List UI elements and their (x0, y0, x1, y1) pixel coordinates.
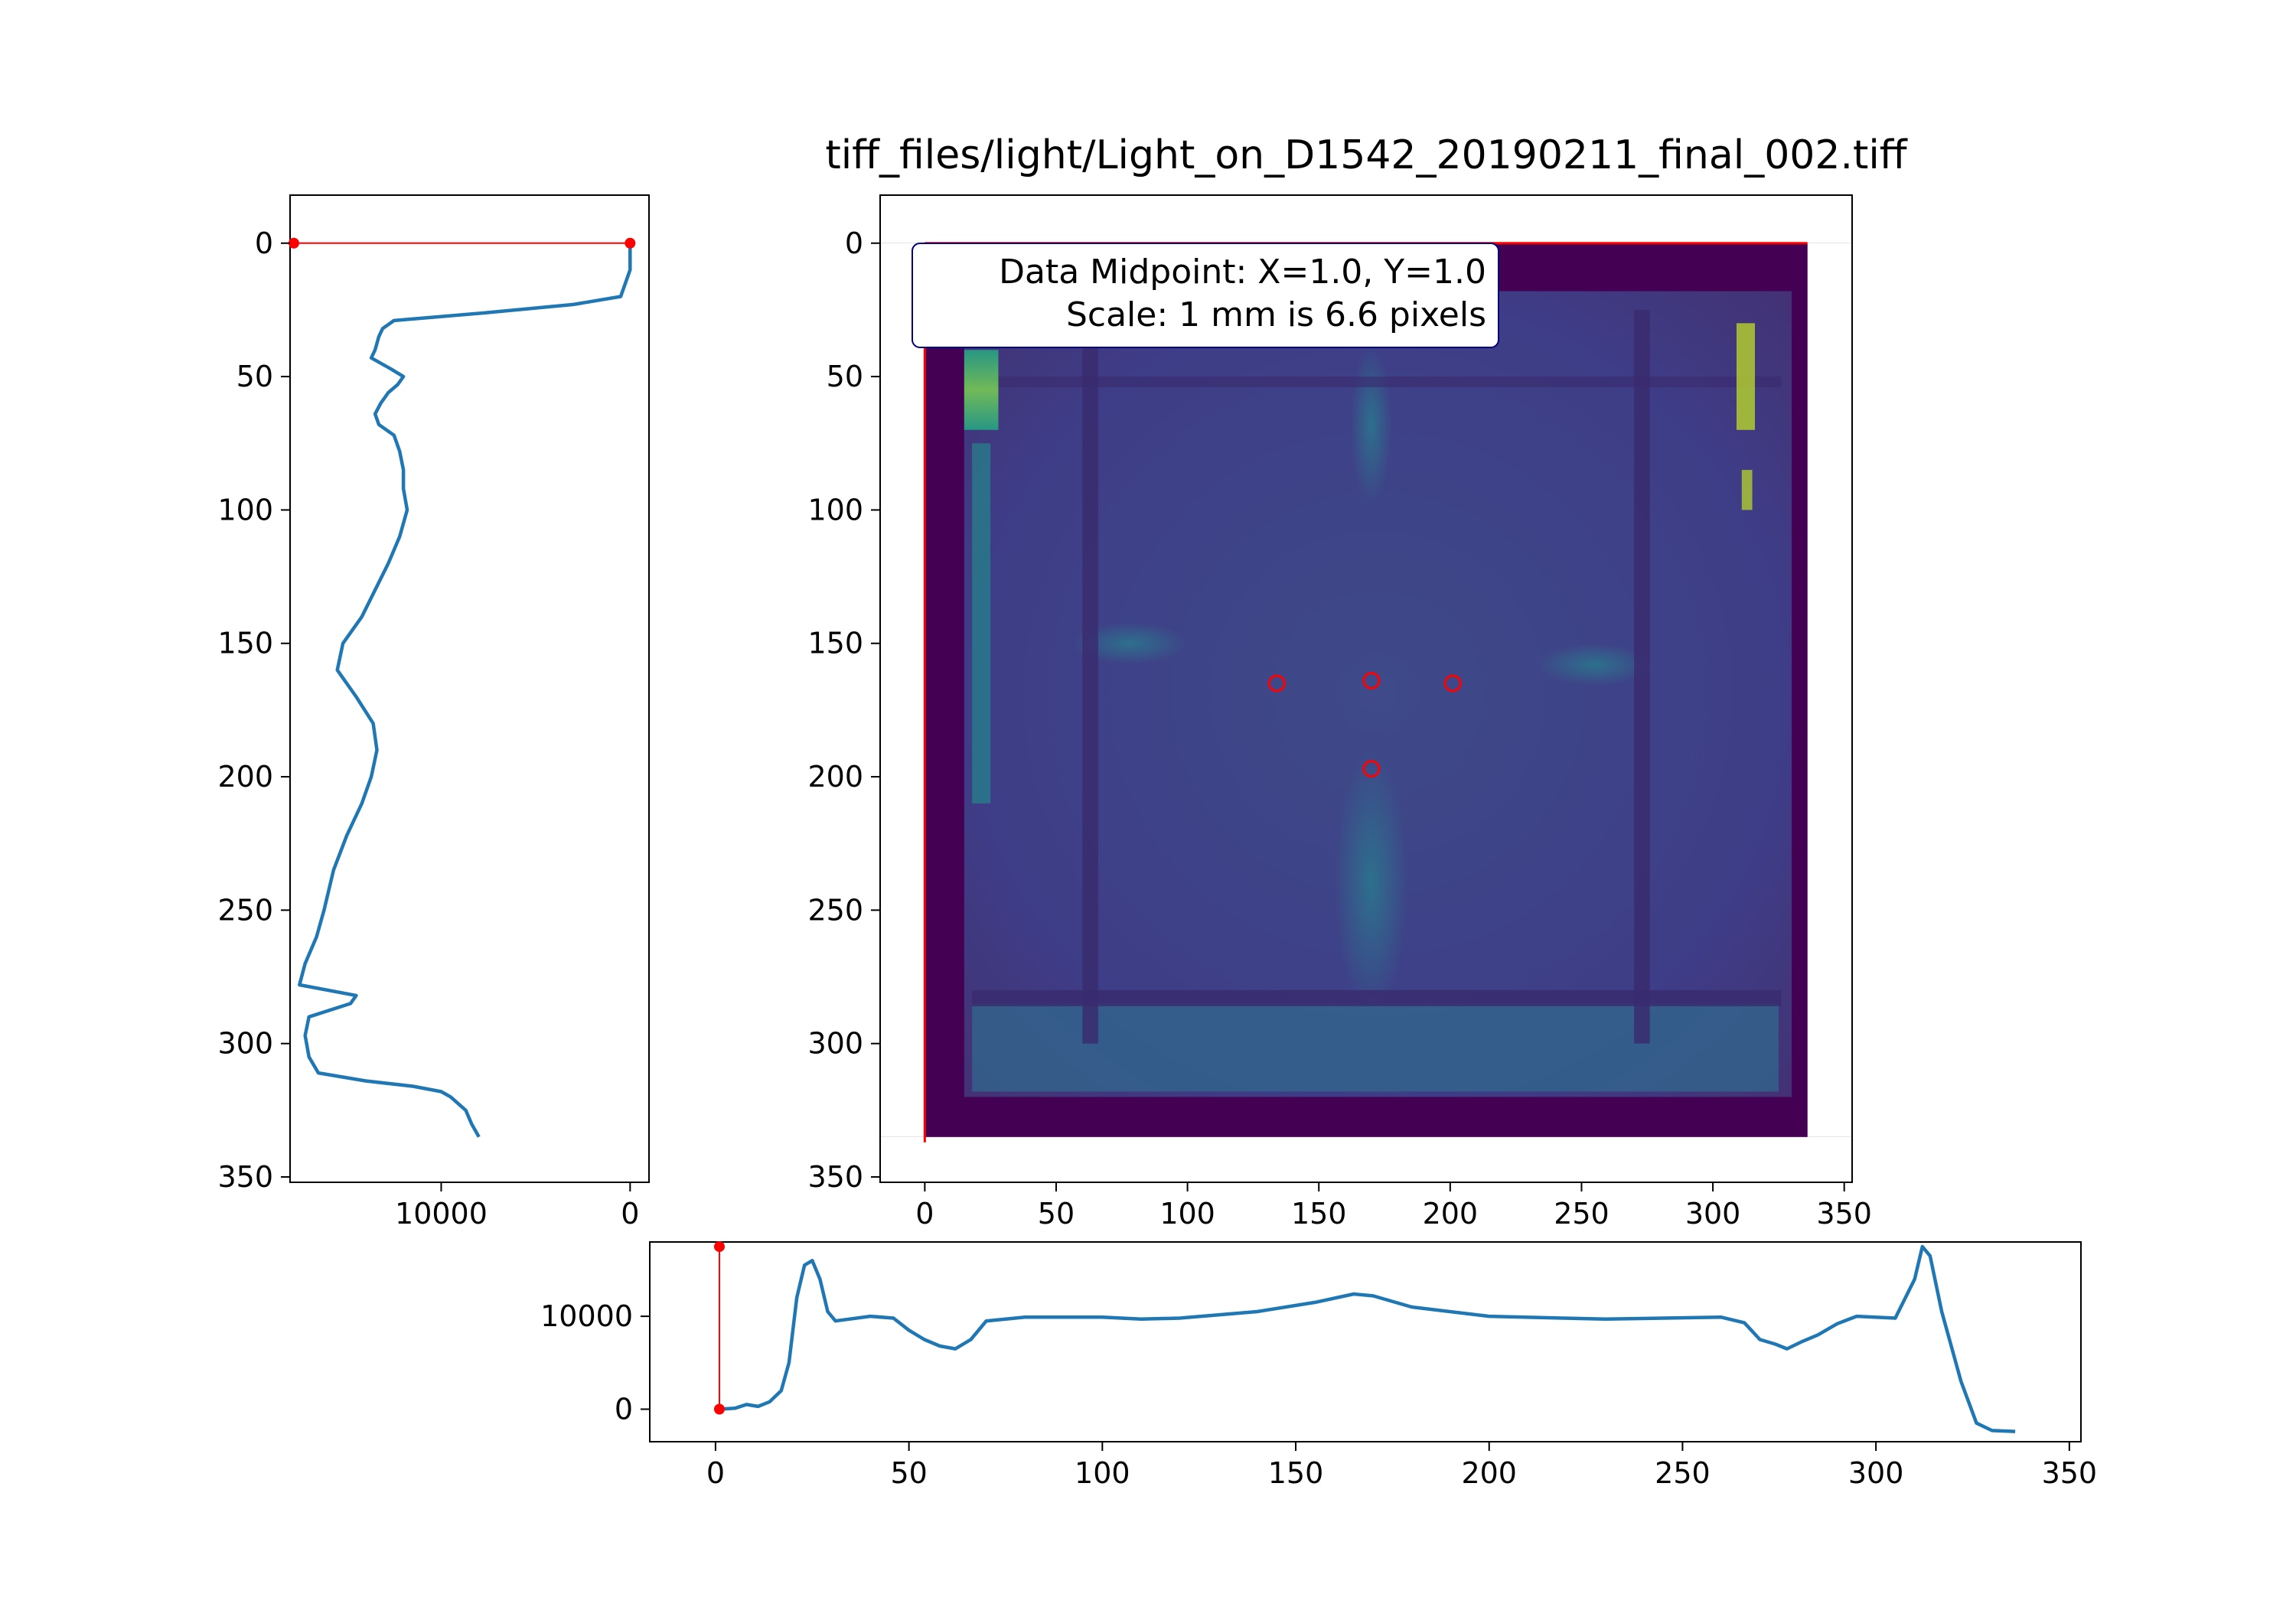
image-x-tick-label: 0 (915, 1197, 934, 1231)
vertical-profile-x-tick-label: 10000 (395, 1197, 488, 1231)
image-x-tick-label: 50 (1038, 1197, 1075, 1231)
image-margin-top (880, 195, 1852, 243)
image-glow-bottom (1334, 750, 1408, 1017)
horizontal-profile-y-tick-label: 0 (615, 1393, 633, 1426)
image-circle-marker (1267, 674, 1286, 693)
image-margin-bottom (880, 1136, 1852, 1182)
horizontal-profile-x-tick-label: 200 (1461, 1456, 1517, 1490)
image-x-tick-label: 300 (1685, 1197, 1741, 1231)
image-panel: 0 50 100 150 200 250 300 350 0 50 100 150 200 250 300… (807, 194, 1872, 1231)
vertical-profile-frame (289, 194, 650, 1183)
chart-title: tiff_files/light/Light_on_D1542_20190211… (825, 132, 1907, 178)
annotation-background (912, 243, 1499, 348)
image-x-tick-label: 250 (1554, 1197, 1609, 1231)
image-margin-right (1807, 243, 1852, 1137)
vertical-profile-y-tick-label: 300 (217, 1027, 273, 1061)
annotation-box: Data Midpoint: X=1.0, Y=1.0 Scale: 1 mm … (912, 243, 1499, 348)
image-bar-top (972, 376, 1782, 388)
image-y-tick-label: 100 (807, 493, 863, 526)
vertical-profile-plot (288, 237, 636, 1138)
horizontal-profile-y-tick-label: 10000 (540, 1299, 633, 1333)
image-y-tick-label: 0 (845, 227, 863, 260)
image-x-ticks: 0 50 100 150 200 250 300 350 (915, 1182, 1872, 1231)
vertical-profile-x-ticks: 10000 0 (395, 1182, 639, 1231)
annotation-line-1: Data Midpoint: X=1.0, Y=1.0 (999, 253, 1486, 292)
image-bar-left (1082, 309, 1098, 1044)
image-margin-left (880, 243, 925, 1137)
horizontal-marker-point (713, 1241, 725, 1253)
image-bar-bottom (972, 989, 1782, 1006)
horizontal-profile-x-tick-label: 250 (1655, 1456, 1711, 1490)
image-x-tick-label: 350 (1816, 1197, 1872, 1231)
horizontal-profile-x-ticks: 0 50 100 150 200 250 300 350 (706, 1442, 2097, 1490)
vertical-profile-x-tick-label: 0 (621, 1197, 639, 1231)
image-y-tick-label: 50 (827, 360, 863, 393)
image-content (880, 195, 1852, 1182)
horizontal-profile-x-tick-label: 100 (1075, 1456, 1130, 1490)
image-circle-marker (1443, 674, 1462, 693)
vertical-profile-line (298, 243, 632, 1138)
image-y-tick-label: 250 (807, 893, 863, 927)
image-x-tick-label: 100 (1159, 1197, 1215, 1231)
horizontal-profile-x-tick-label: 50 (890, 1456, 927, 1490)
horizontal-profile-x-tick-label: 300 (1848, 1456, 1904, 1490)
image-circle-marker (1362, 672, 1381, 690)
image-frame (879, 194, 1853, 1183)
horizontal-profile-line (719, 1244, 2016, 1433)
vertical-marker-point (288, 237, 299, 249)
vertical-profile-y-tick-label: 150 (217, 627, 273, 660)
vertical-profile-y-tick-label: 100 (217, 493, 273, 526)
horizontal-profile-plot (713, 1241, 2016, 1433)
image-heatmap (880, 195, 1852, 1182)
horizontal-profile-x-tick-label: 150 (1268, 1456, 1324, 1490)
vertical-profile-y-ticks: 0 50 100 150 200 250 300 350 (217, 227, 290, 1194)
image-x-tick-label: 200 (1423, 1197, 1479, 1231)
image-glow-left (1071, 621, 1188, 665)
image-y-ticks: 0 50 100 150 200 250 300 350 (807, 227, 880, 1194)
image-highlight-right-lower (1741, 470, 1753, 510)
image-glow-right (1537, 643, 1653, 686)
horizontal-profile-panel: 0 50 100 150 200 250 300 350 0 10000 (540, 1241, 2097, 1490)
annotation-line-2: Scale: 1 mm is 6.6 pixels (1066, 295, 1486, 334)
image-y-tick-label: 200 (807, 760, 863, 794)
horizontal-profile-y-ticks: 0 10000 (540, 1299, 650, 1426)
image-highlight-left-strip (972, 443, 991, 804)
vertical-profile-y-tick-label: 250 (217, 893, 273, 927)
image-bar-right (1634, 309, 1650, 1044)
vertical-profile-y-tick-label: 350 (217, 1160, 273, 1194)
horizontal-profile-frame (649, 1241, 2082, 1442)
image-y-tick-label: 150 (807, 627, 863, 660)
vertical-marker-point (625, 237, 636, 249)
image-highlight-right (1736, 323, 1755, 430)
horizontal-marker-point (713, 1403, 725, 1415)
horizontal-profile-x-tick-label: 350 (2042, 1456, 2098, 1490)
image-y-tick-label: 350 (807, 1160, 863, 1194)
image-x-tick-label: 150 (1291, 1197, 1347, 1231)
horizontal-profile-x-tick-label: 0 (706, 1456, 725, 1490)
image-circle-marker (1362, 760, 1381, 778)
image-y-tick-label: 300 (807, 1027, 863, 1061)
image-highlight-left (964, 350, 999, 430)
image-glow-top (1350, 344, 1393, 505)
vertical-profile-panel: 10000 0 0 50 100 150 200 250 300 350 (217, 194, 650, 1231)
vertical-profile-y-tick-label: 0 (255, 227, 273, 260)
vertical-profile-y-tick-label: 50 (236, 360, 273, 393)
vertical-profile-y-tick-label: 200 (217, 760, 273, 794)
